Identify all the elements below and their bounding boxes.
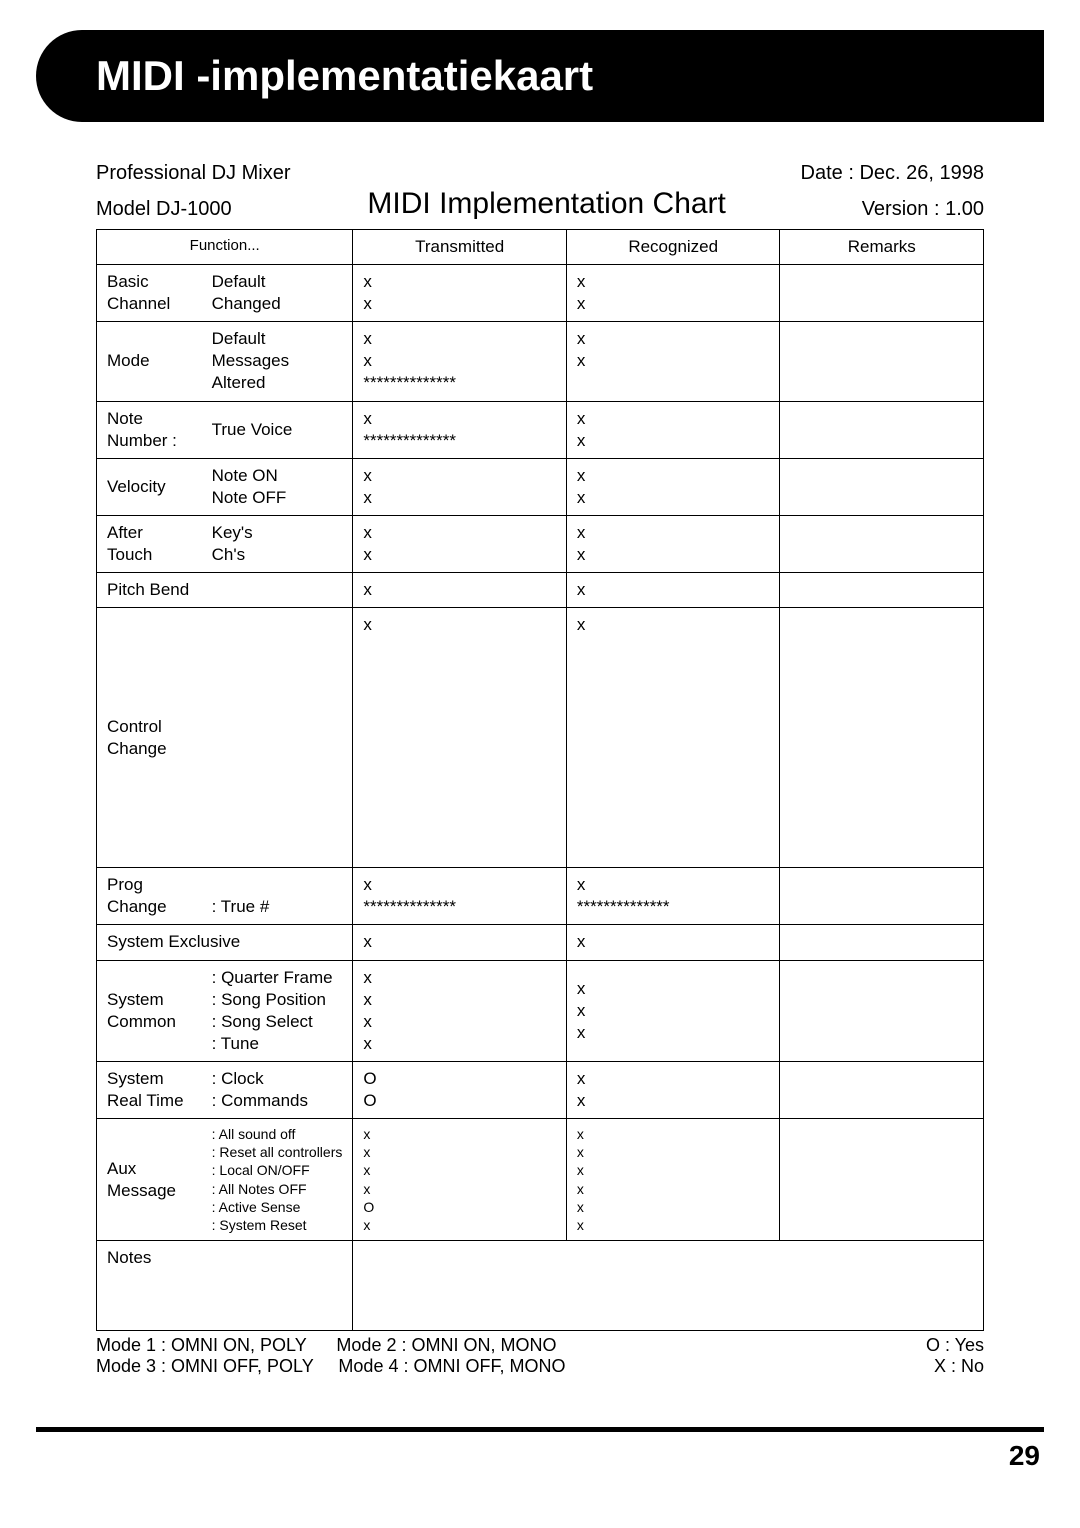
tx: xx — [353, 265, 567, 322]
rem — [780, 515, 984, 572]
legend-no: X : No — [926, 1356, 984, 1377]
section-title-bar: MIDI -implementatiekaart — [36, 30, 1044, 122]
meta-block: Professional DJ Mixer Date : Dec. 26, 19… — [36, 162, 1044, 221]
rx: xx — [566, 515, 780, 572]
model-name: Model DJ-1000 — [96, 198, 232, 221]
sub: : True # — [202, 868, 353, 925]
rx: xx — [566, 265, 780, 322]
sub — [202, 608, 353, 868]
row-system-exclusive: System Exclusive x x — [97, 925, 984, 960]
legend-yes-no: O : Yes X : No — [926, 1335, 984, 1377]
row-note-number: NoteNumber : True Voice x************** … — [97, 401, 984, 458]
rem — [780, 322, 984, 401]
sub: DefaultChanged — [202, 265, 353, 322]
row-prog-change: ProgChange : True # x************** x***… — [97, 868, 984, 925]
cat: Mode — [97, 322, 202, 401]
row-basic-channel: BasicChannel DefaultChanged xx xx — [97, 265, 984, 322]
rx: xxx — [566, 960, 780, 1061]
rem — [780, 925, 984, 960]
col-recognized: Recognized — [566, 230, 780, 265]
cat: SystemCommon — [97, 960, 202, 1061]
rx: xx — [566, 458, 780, 515]
legend-modes: Mode 1 : OMNI ON, POLY Mode 2 : OMNI ON,… — [96, 1335, 595, 1377]
rx: xx — [566, 1061, 780, 1118]
notes-content — [353, 1241, 984, 1331]
row-system-realtime: SystemReal Time : Clock: Commands OO xx — [97, 1061, 984, 1118]
rx: x — [566, 925, 780, 960]
page: MIDI -implementatiekaart Professional DJ… — [0, 0, 1080, 1397]
rem — [780, 608, 984, 868]
mode-4: Mode 4 : OMNI OFF, MONO — [338, 1356, 565, 1376]
tx: x — [353, 608, 567, 868]
rem — [780, 458, 984, 515]
row-system-common: SystemCommon : Quarter Frame: Song Posit… — [97, 960, 984, 1061]
chart-title: MIDI Implementation Chart — [232, 187, 862, 221]
cat: AfterTouch — [97, 515, 202, 572]
cat: BasicChannel — [97, 265, 202, 322]
tx: OO — [353, 1061, 567, 1118]
tx: x — [353, 925, 567, 960]
tx: xxxx — [353, 960, 567, 1061]
date-label: Date : Dec. 26, 1998 — [801, 162, 984, 185]
row-pitch-bend: Pitch Bend x x — [97, 573, 984, 608]
col-function: Function... — [97, 230, 353, 265]
legend-yes: O : Yes — [926, 1335, 984, 1356]
rx: x************** — [566, 868, 780, 925]
sub: : Clock: Commands — [202, 1061, 353, 1118]
tx: xxxxOx — [353, 1119, 567, 1241]
mode-2: Mode 2 : OMNI ON, MONO — [336, 1335, 556, 1355]
rem — [780, 868, 984, 925]
tx: xx — [353, 515, 567, 572]
page-number: 29 — [0, 1432, 1080, 1472]
cat: System Exclusive — [97, 925, 353, 960]
cat: Pitch Bend — [97, 573, 353, 608]
rx: xx — [566, 322, 780, 401]
sub: Note ONNote OFF — [202, 458, 353, 515]
tx: x************** — [353, 401, 567, 458]
mode-3: Mode 3 : OMNI OFF, POLY — [96, 1356, 313, 1376]
row-after-touch: AfterTouch Key'sCh's xx xx — [97, 515, 984, 572]
legend: Mode 1 : OMNI ON, POLY Mode 2 : OMNI ON,… — [36, 1331, 1044, 1377]
version-label: Version : 1.00 — [862, 198, 984, 221]
tx: xx************** — [353, 322, 567, 401]
cat: ProgChange — [97, 868, 202, 925]
rx: xx — [566, 401, 780, 458]
cat: Notes — [97, 1241, 353, 1331]
row-aux-message: AuxMessage : All sound off: Reset all co… — [97, 1119, 984, 1241]
rem — [780, 573, 984, 608]
rem — [780, 960, 984, 1061]
sub: True Voice — [202, 401, 353, 458]
cat: SystemReal Time — [97, 1061, 202, 1118]
rem — [780, 265, 984, 322]
row-notes: Notes — [97, 1241, 984, 1331]
col-transmitted: Transmitted — [353, 230, 567, 265]
rx: xxxxxx — [566, 1119, 780, 1241]
rem — [780, 401, 984, 458]
tx: x — [353, 573, 567, 608]
rem — [780, 1119, 984, 1241]
cat: Velocity — [97, 458, 202, 515]
tx: xx — [353, 458, 567, 515]
cat: ControlChange — [97, 608, 202, 868]
product-name: Professional DJ Mixer — [96, 162, 291, 185]
table-header-row: Function... Transmitted Recognized Remar… — [97, 230, 984, 265]
sub: DefaultMessagesAltered — [202, 322, 353, 401]
sub: : Quarter Frame: Song Position: Song Sel… — [202, 960, 353, 1061]
midi-implementation-table: Function... Transmitted Recognized Remar… — [96, 229, 984, 1331]
row-velocity: Velocity Note ONNote OFF xx xx — [97, 458, 984, 515]
table-container: Function... Transmitted Recognized Remar… — [36, 229, 1044, 1331]
rx: x — [566, 573, 780, 608]
cat: AuxMessage — [97, 1119, 202, 1241]
rx: x — [566, 608, 780, 868]
row-control-change: ControlChange x x — [97, 608, 984, 868]
col-remarks: Remarks — [780, 230, 984, 265]
row-mode: Mode DefaultMessagesAltered xx**********… — [97, 322, 984, 401]
rem — [780, 1061, 984, 1118]
mode-1: Mode 1 : OMNI ON, POLY — [96, 1335, 306, 1355]
section-title: MIDI -implementatiekaart — [96, 52, 593, 99]
tx: x************** — [353, 868, 567, 925]
cat: NoteNumber : — [97, 401, 202, 458]
sub: Key'sCh's — [202, 515, 353, 572]
sub: : All sound off: Reset all controllers: … — [202, 1119, 353, 1241]
